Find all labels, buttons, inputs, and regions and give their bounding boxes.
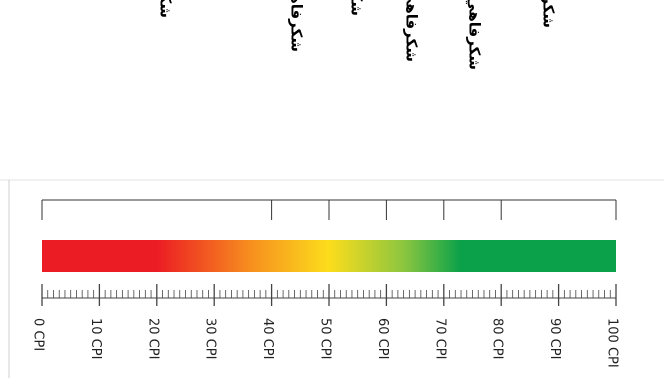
tick-label: 20 CPI bbox=[145, 318, 160, 359]
band-label: شكرفاهي بسيار ضعيف bbox=[157, 0, 175, 18]
tick-label: 30 CPI bbox=[203, 318, 218, 359]
band-label: شكرفاهي بسيار قوي bbox=[539, 0, 558, 28]
band-label: شكرفاهي نسبي bbox=[403, 0, 421, 62]
tick-label: 80 CPI bbox=[490, 318, 505, 359]
cpi-tick-labels: 0 CPI 10 CPI 20 CPI 30 CPI 40 CPI 50 CPI 60 CP… bbox=[31, 318, 620, 368]
tick-label: 100 CPI bbox=[605, 318, 620, 368]
band-label: شكرفاهي قوي bbox=[465, 0, 484, 70]
cpi-ruler bbox=[41, 284, 617, 306]
band-label: شكرفاهي ضعيف bbox=[288, 0, 306, 52]
band-labels: شكرفاهي بسيار ضعيف شكرفاهي ضعيف شكرفاهي نس… bbox=[157, 0, 558, 70]
tick-label: 70 CPI bbox=[432, 318, 447, 359]
tick-label: 40 CPI bbox=[260, 318, 275, 359]
band-bracket bbox=[41, 199, 617, 220]
band-label: شكرفاهي نسبتا ضعيف bbox=[348, 0, 366, 16]
tick-label: 50 CPI bbox=[318, 318, 333, 359]
tick-label: 0 CPI bbox=[31, 318, 46, 351]
tick-label: 60 CPI bbox=[375, 318, 390, 359]
cpi-gradient-bar bbox=[42, 240, 616, 272]
tick-label: 90 CPI bbox=[547, 318, 562, 359]
tick-label: 10 CPI bbox=[88, 318, 103, 359]
